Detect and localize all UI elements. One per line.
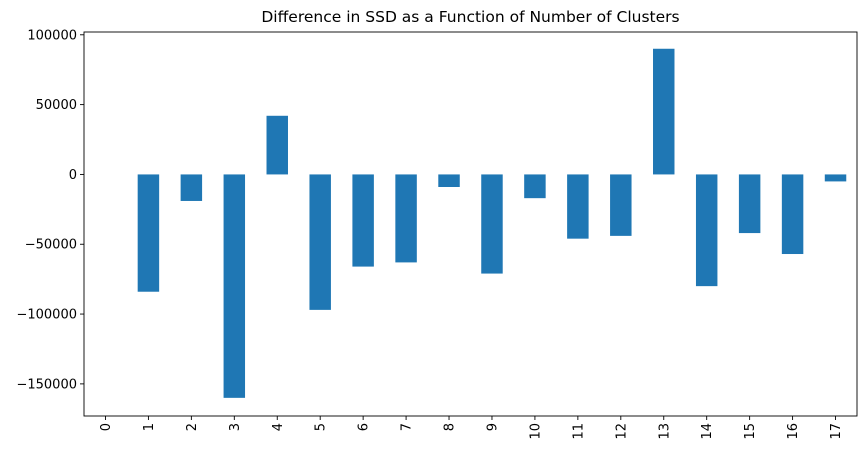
x-tick-label: 8 [443,423,458,431]
axes-frame [83,31,858,417]
bar-9 [481,174,503,274]
bar-17 [824,174,847,182]
x-tick-label: 5 [314,423,329,431]
chart-title: Difference in SSD as a Function of Numbe… [261,8,680,26]
bar-4 [266,115,288,175]
x-tick-label: 10 [528,423,543,440]
y-tick-label: −50000 [25,238,77,253]
x-tick-label: 0 [99,423,114,431]
x-tick-label: 6 [357,423,372,431]
bar-13 [653,48,675,175]
x-tick-label: 3 [228,423,243,431]
x-tick-label: 12 [614,423,629,440]
y-tick-label: 50000 [36,98,77,113]
bar-15 [738,174,761,234]
x-tick-label: 15 [743,423,758,440]
bar-14 [695,174,718,287]
bar-12 [610,174,632,236]
y-tick-label: −150000 [16,377,77,392]
x-tick-label: 7 [400,423,415,431]
y-tick-label: −100000 [16,308,77,323]
x-tick-label: 2 [185,423,200,431]
x-tick-label: 11 [571,423,586,440]
x-tick-label: 17 [829,423,844,440]
bar-3 [223,174,246,398]
x-tick-label: 13 [657,423,672,440]
bar-2 [180,174,203,201]
bar-8 [438,174,460,187]
x-tick-label: 16 [786,423,801,440]
bar-1 [137,174,160,292]
bar-6 [352,174,374,267]
bar-10 [524,174,546,199]
bar-5 [309,174,331,310]
x-tick-label: 1 [142,423,157,431]
y-tick-label: 100000 [27,28,77,43]
bar-11 [567,174,589,239]
x-tick-label: 4 [271,423,286,431]
y-tick-label: 0 [69,168,77,183]
bar-7 [395,174,417,263]
x-tick-label: 14 [700,423,715,440]
x-tick-label: 9 [485,423,500,431]
bar-16 [781,174,804,255]
